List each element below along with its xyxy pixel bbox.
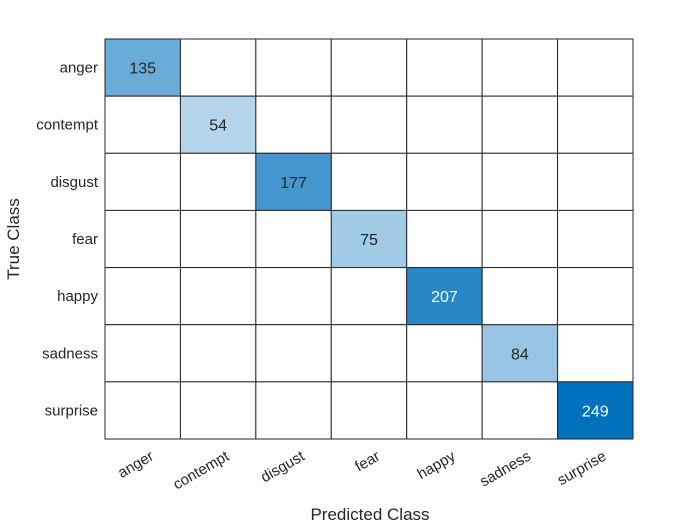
matrix-cell-fear-contempt — [179, 209, 257, 269]
matrix-cell-surprise-happy — [406, 381, 483, 440]
matrix-cell-anger-sadness — [481, 38, 559, 97]
matrix-cell-anger-surprise — [557, 38, 634, 97]
matrix-cell-happy-surprise — [557, 267, 634, 326]
y-axis-title: True Class — [4, 198, 23, 280]
column-label-happy: happy — [415, 447, 459, 482]
cell-value-happy-happy: 207 — [431, 289, 458, 306]
matrix-cell-happy-anger — [104, 267, 181, 326]
matrix-cell-happy-disgust — [255, 267, 332, 326]
column-label-sadness: sadness — [477, 448, 534, 491]
values-layer: 135 54 177 75 207 84 249 — [129, 61, 608, 421]
matrix-cell-disgust-disgust — [255, 152, 332, 211]
row-tick-labels: anger contempt disgust fear happy sadness surp… — [36, 60, 99, 420]
matrix-cell-disgust-anger — [104, 152, 181, 211]
matrix-cell-contempt-happy — [406, 95, 483, 154]
column-tick-labels: anger contempt disgust fear happy sadness surp… — [115, 447, 609, 493]
cell-value-disgust-disgust: 177 — [280, 175, 307, 192]
matrix-frame — [104, 38, 634, 440]
column-label-surprise: surprise — [555, 448, 610, 489]
matrix-cell-anger-anger — [104, 38, 181, 97]
matrix-cell-surprise-disgust — [255, 381, 332, 440]
cell-value-anger-anger: 135 — [129, 61, 156, 78]
row-label-disgust: disgust — [50, 174, 98, 191]
matrix-cell-disgust-fear — [330, 152, 408, 211]
matrix-cell-sadness-contempt — [179, 324, 257, 383]
row-label-surprise: surprise — [45, 402, 98, 419]
matrix-cell-contempt-sadness — [481, 95, 559, 154]
row-label-contempt: contempt — [36, 117, 99, 134]
row-label-happy: happy — [57, 288, 98, 305]
matrix-cell-surprise-contempt — [179, 381, 257, 440]
column-label-anger: anger — [115, 448, 157, 482]
matrix-cell-anger-fear — [330, 38, 408, 97]
matrix-cell-disgust-contempt — [179, 152, 257, 211]
matrix-cell-fear-happy — [406, 209, 483, 269]
x-axis-title: Predicted Class — [310, 505, 429, 524]
matrix-cell-surprise-anger — [104, 381, 181, 440]
matrix-cell-fear-anger — [104, 209, 181, 269]
matrix-cell-happy-fear — [330, 267, 408, 326]
cell-value-contempt-contempt: 54 — [209, 118, 227, 135]
column-label-contempt: contempt — [170, 447, 233, 493]
matrix-cell-fear-disgust — [255, 209, 332, 269]
matrix-cell-anger-happy — [406, 38, 483, 97]
matrix-cell-disgust-surprise — [557, 152, 634, 211]
matrix-cell-contempt-fear — [330, 95, 408, 154]
matrix-cell-fear-fear — [330, 209, 408, 269]
row-label-fear: fear — [72, 231, 98, 248]
row-label-sadness: sadness — [42, 345, 98, 362]
matrix-cell-fear-sadness — [481, 209, 559, 269]
matrix-cell-disgust-sadness — [481, 152, 559, 211]
matrix-cell-surprise-fear — [330, 381, 408, 440]
matrix-cell-surprise-surprise — [557, 381, 634, 440]
matrix-cell-happy-sadness — [481, 267, 559, 326]
matrix-cell-fear-surprise — [557, 209, 634, 269]
cells-layer — [104, 38, 634, 440]
matrix-cell-anger-disgust — [255, 38, 332, 97]
matrix-cell-anger-contempt — [179, 38, 257, 97]
matrix-cell-happy-contempt — [179, 267, 257, 326]
cell-value-sadness-sadness: 84 — [511, 346, 529, 363]
matrix-cell-disgust-happy — [406, 152, 483, 211]
matrix-cell-sadness-happy — [406, 324, 483, 383]
column-label-fear: fear — [352, 448, 383, 476]
matrix-cell-contempt-surprise — [557, 95, 634, 154]
matrix-cell-surprise-sadness — [481, 381, 559, 440]
matrix-cell-sadness-fear — [330, 324, 408, 383]
cell-value-surprise-surprise: 249 — [582, 403, 609, 420]
grid-layer — [104, 38, 634, 440]
row-label-anger: anger — [60, 60, 98, 77]
column-label-disgust: disgust — [258, 447, 308, 486]
matrix-cell-sadness-surprise — [557, 324, 634, 383]
matrix-cell-sadness-anger — [104, 324, 181, 383]
cell-value-fear-fear: 75 — [360, 232, 378, 249]
matrix-cell-sadness-disgust — [255, 324, 332, 383]
matrix-cell-contempt-disgust — [255, 95, 332, 154]
matrix-cell-contempt-anger — [104, 95, 181, 154]
